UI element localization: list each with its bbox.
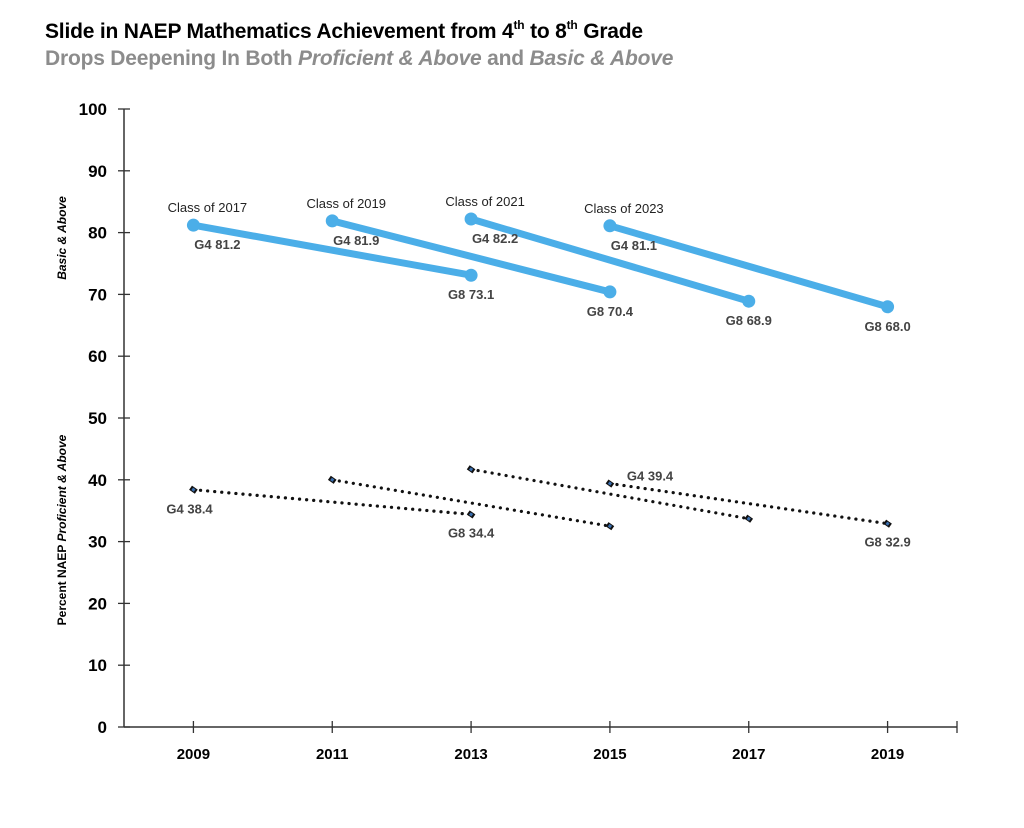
cohort-label: Class of 2021 bbox=[445, 194, 525, 209]
data-point bbox=[881, 300, 895, 314]
series-basic-1 bbox=[325, 214, 617, 299]
y-tick-label: 40 bbox=[88, 471, 107, 490]
series-basic-2 bbox=[464, 212, 756, 308]
series-proficient-5 bbox=[327, 475, 615, 531]
cohort-label: Class of 2019 bbox=[307, 196, 387, 211]
y-tick-label: 20 bbox=[88, 594, 107, 613]
y-tick-label: 50 bbox=[88, 409, 107, 428]
data-point-accent bbox=[885, 521, 890, 526]
x-tick-label: 2011 bbox=[316, 746, 349, 763]
x-tick-label: 2009 bbox=[177, 746, 210, 763]
series-line bbox=[467, 215, 753, 305]
cohort-label: Class of 2023 bbox=[584, 201, 664, 216]
chart-subtitle: Drops Deepening In Both Proficient & Abo… bbox=[45, 47, 674, 70]
data-labels-group: Class of 2017 G4 81.2 G8 73.1 Class of 2019… bbox=[166, 194, 910, 550]
y-tick-label: 10 bbox=[88, 656, 107, 675]
data-point-accent bbox=[468, 512, 474, 517]
data-label: G8 73.1 bbox=[448, 287, 494, 302]
data-label: G4 81.9 bbox=[333, 233, 379, 248]
series-line bbox=[191, 488, 473, 517]
y-tick-label: 30 bbox=[88, 533, 107, 552]
x-tick-label: 2013 bbox=[454, 746, 487, 763]
data-point bbox=[464, 268, 478, 282]
series-line bbox=[328, 217, 614, 296]
series-line bbox=[469, 467, 751, 521]
x-tick-label: 2015 bbox=[593, 746, 626, 763]
data-point-accent bbox=[191, 487, 196, 492]
data-label: G8 70.4 bbox=[587, 304, 634, 319]
data-point bbox=[742, 294, 756, 308]
chart-title: Slide in NAEP Mathematics Achievement fr… bbox=[45, 18, 643, 43]
series-basic-0 bbox=[186, 218, 478, 282]
data-point-accent bbox=[746, 516, 751, 521]
axes: 0 10 20 30 40 50 60 70 80 90 100 2009 2011 2013 2015 20… bbox=[79, 100, 958, 763]
x-tick-label: 2017 bbox=[732, 746, 765, 763]
data-label: G8 32.9 bbox=[864, 535, 910, 550]
y-tick-label: 80 bbox=[88, 224, 107, 243]
data-point-accent bbox=[330, 477, 335, 482]
data-label: G4 38.4 bbox=[166, 502, 213, 517]
data-point bbox=[603, 285, 617, 299]
y-tick-label: 60 bbox=[88, 347, 107, 366]
series-line bbox=[330, 478, 612, 528]
series-group bbox=[186, 212, 895, 531]
x-tick-label: 2019 bbox=[871, 746, 904, 763]
y-tick-label: 70 bbox=[88, 285, 107, 304]
series-line bbox=[189, 221, 475, 279]
series-line bbox=[606, 222, 892, 311]
data-point bbox=[603, 219, 617, 233]
y-tick-label: 90 bbox=[88, 162, 107, 181]
series-basic-3 bbox=[603, 219, 895, 314]
y-axis-label-lower: Percent NAEP Proficient & Above bbox=[55, 434, 69, 625]
cohort-label: Class of 2017 bbox=[168, 200, 248, 215]
data-label: G8 68.0 bbox=[864, 319, 910, 334]
data-point-accent bbox=[607, 481, 613, 486]
data-label: G8 34.4 bbox=[448, 525, 495, 540]
data-point bbox=[186, 218, 200, 232]
y-tick-label: 100 bbox=[79, 100, 107, 119]
data-label: G4 82.2 bbox=[472, 231, 518, 246]
data-label: G8 68.9 bbox=[726, 313, 772, 328]
data-label: G4 81.2 bbox=[194, 237, 240, 252]
data-label: G4 39.4 bbox=[627, 469, 674, 484]
y-axis-label-upper: Basic & Above bbox=[55, 196, 69, 280]
series-line bbox=[608, 481, 890, 526]
series-proficient-6 bbox=[466, 465, 754, 523]
data-point-accent bbox=[607, 524, 613, 529]
data-point bbox=[464, 212, 478, 226]
data-point-accent bbox=[468, 467, 474, 472]
y-tick-label: 0 bbox=[98, 718, 107, 737]
y-axis-labels: Basic & Above Percent NAEP Proficient & … bbox=[55, 196, 69, 625]
data-label: G4 81.1 bbox=[611, 238, 657, 253]
series-proficient-4 bbox=[189, 485, 476, 519]
series-proficient-7 bbox=[605, 479, 892, 528]
data-point bbox=[325, 214, 339, 228]
